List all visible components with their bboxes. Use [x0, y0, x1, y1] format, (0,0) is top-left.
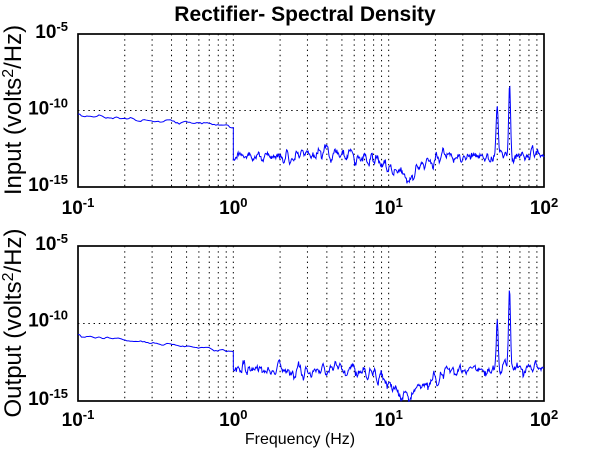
svg-text:Frequency (Hz): Frequency (Hz) — [245, 431, 355, 448]
svg-text:Input (volts2/Hz): Input (volts2/Hz) — [0, 25, 27, 195]
svg-text:Output (volts2/Hz): Output (volts2/Hz) — [0, 229, 27, 418]
svg-text:Rectifier- Spectral Density: Rectifier- Spectral Density — [174, 3, 436, 26]
